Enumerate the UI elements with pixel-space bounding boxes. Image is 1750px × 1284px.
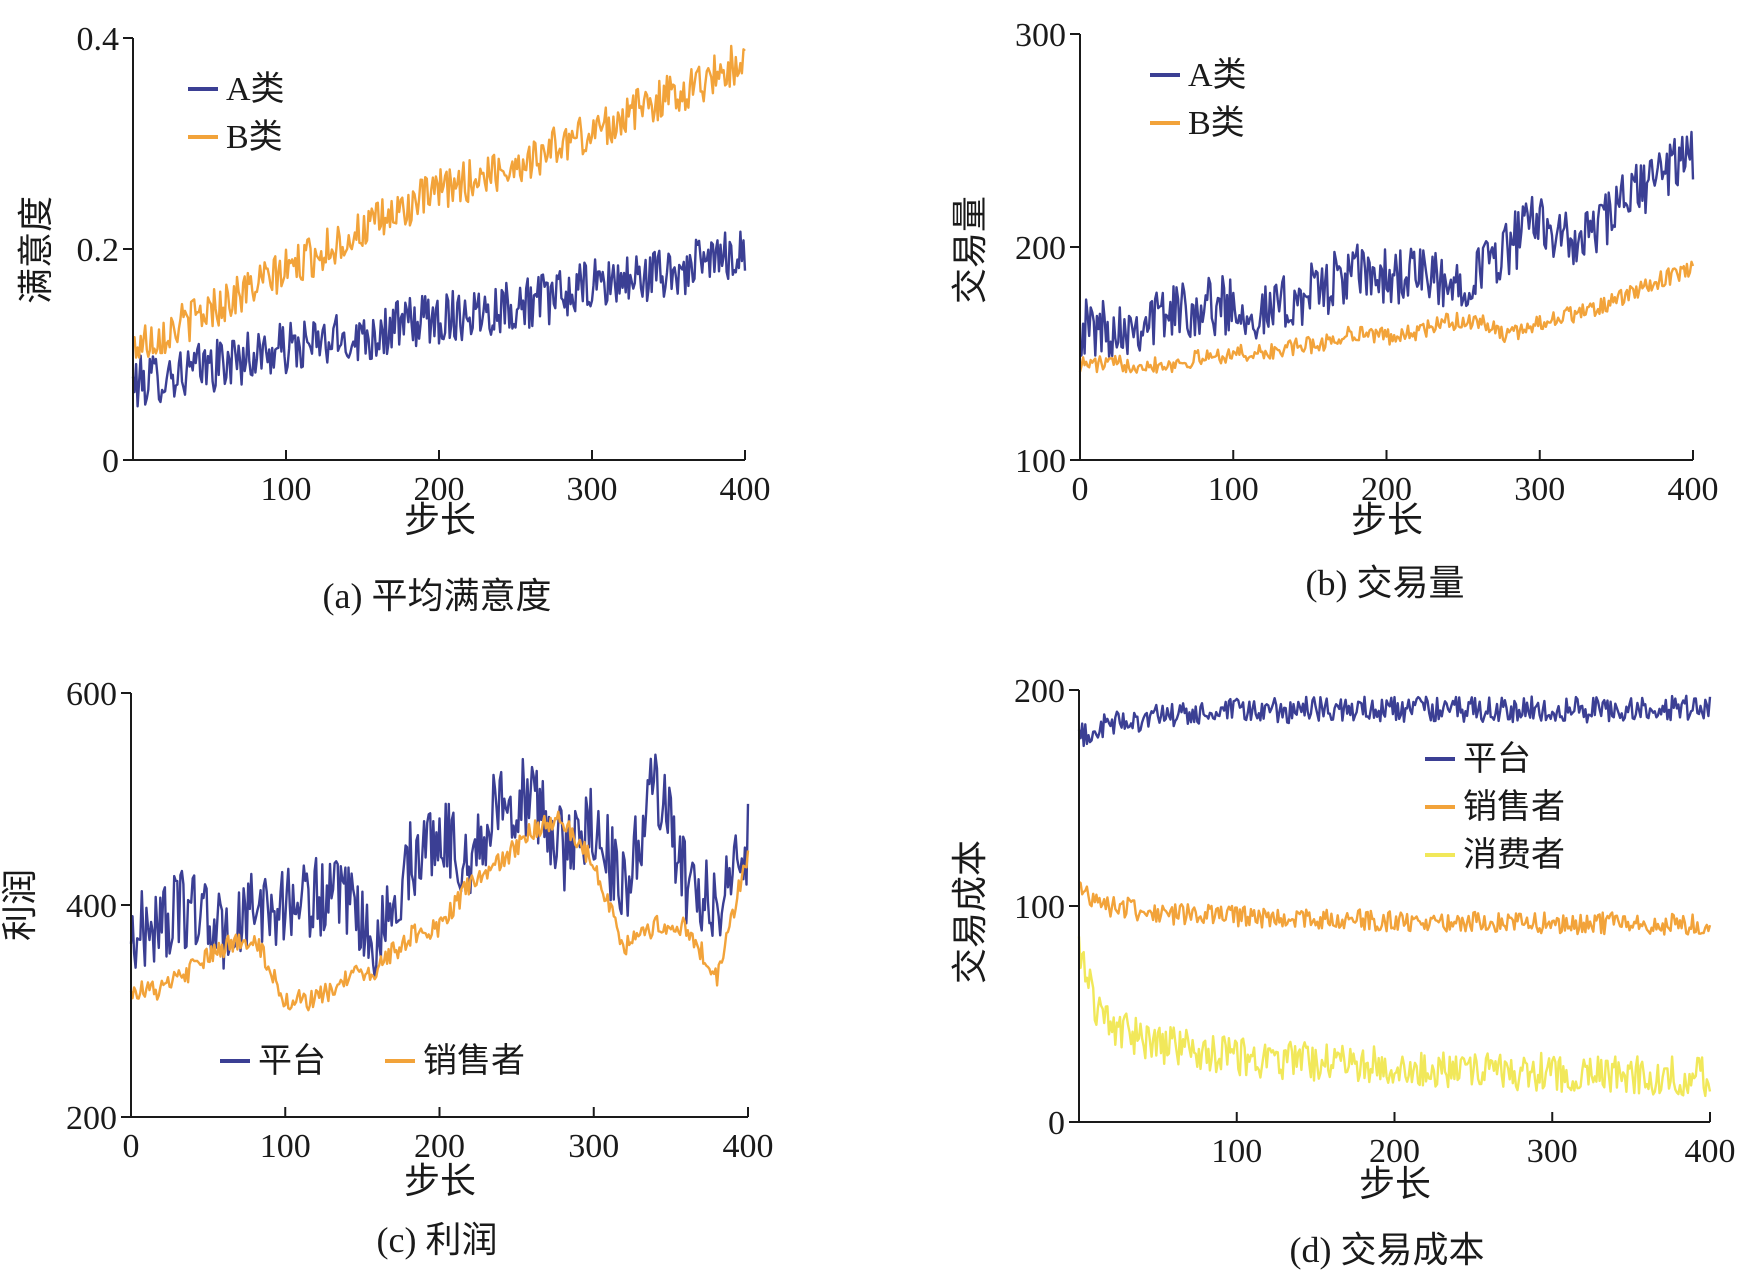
x-axis-label: 步长 bbox=[1351, 500, 1423, 540]
legend-label: 平台 bbox=[1463, 740, 1531, 778]
series-line-c-1 bbox=[129, 753, 750, 979]
x-tick-label: 200 bbox=[1369, 1133, 1420, 1170]
x-tick-label: 300 bbox=[1514, 471, 1565, 508]
x-tick-label: 400 bbox=[723, 1128, 774, 1165]
legend-label: 销售者 bbox=[423, 1042, 525, 1080]
series-line-a-2 bbox=[131, 44, 746, 359]
y-axis-label: 利润 bbox=[0, 869, 40, 941]
y-tick-label: 200 bbox=[1014, 673, 1065, 710]
panel-caption: (d) 交易成本 bbox=[1290, 1230, 1485, 1270]
series-line-d-2 bbox=[1078, 880, 1712, 936]
x-tick-label: 200 bbox=[1361, 471, 1412, 508]
panel-caption: (b) 交易量 bbox=[1306, 563, 1465, 603]
y-axis-label: 交易量 bbox=[950, 196, 990, 304]
x-tick-label: 300 bbox=[568, 1128, 619, 1165]
x-axis-label: 步长 bbox=[404, 500, 476, 540]
series-line-a-1 bbox=[131, 230, 747, 408]
x-tick-label: 400 bbox=[1668, 471, 1719, 508]
legend: A类 B类 bbox=[1150, 56, 1247, 142]
y-tick-label: 100 bbox=[1015, 443, 1066, 480]
series-line-b-2 bbox=[1078, 260, 1695, 374]
legend-label: 销售者 bbox=[1463, 788, 1565, 826]
panel-a: 0 0.2 0.4 100 200 300 400 步长 满意度 (a) 平均满意度 A类 B类 bbox=[16, 21, 771, 616]
series-line-b-1 bbox=[1079, 130, 1695, 358]
x-axis-label: 步长 bbox=[404, 1161, 476, 1201]
x-tick-label: 200 bbox=[414, 1128, 465, 1165]
panel-caption: (a) 平均满意度 bbox=[323, 576, 552, 616]
x-tick-label: 100 bbox=[1208, 471, 1259, 508]
y-tick-label: 200 bbox=[1015, 230, 1066, 267]
legend: A类 B类 bbox=[188, 70, 285, 156]
x-tick-label: 300 bbox=[1527, 1133, 1578, 1170]
y-axis-label: 满意度 bbox=[16, 196, 56, 304]
y-axis-label: 交易成本 bbox=[950, 840, 990, 984]
y-tick-label: 200 bbox=[66, 1100, 117, 1137]
x-tick-label: 100 bbox=[1211, 1133, 1262, 1170]
panel-d: 0 100 200 100 200 300 400 步长 交易成本 (d) 交易成本 平台销售者消费… bbox=[950, 673, 1736, 1270]
x-tick-label: 0 bbox=[1072, 471, 1089, 508]
series-line-d-1 bbox=[1077, 694, 1712, 748]
x-tick-label: 100 bbox=[260, 1128, 311, 1165]
x-tick-label: 300 bbox=[567, 471, 618, 508]
legend-label: B类 bbox=[226, 118, 283, 156]
legend-label: 平台 bbox=[258, 1042, 326, 1080]
y-tick-label: 600 bbox=[66, 676, 117, 713]
legend-label: A类 bbox=[1188, 56, 1247, 94]
legend: 平台 销售者 bbox=[220, 1042, 525, 1080]
series-line-c-2 bbox=[129, 810, 750, 1012]
y-tick-label: 0 bbox=[1048, 1105, 1065, 1142]
y-tick-label: 300 bbox=[1015, 17, 1066, 54]
x-axis-label: 步长 bbox=[1359, 1164, 1431, 1204]
panel-c: 200 400 600 0 100 200 300 400 步长 利润 (c) 利润 平台 销售者 bbox=[0, 676, 774, 1260]
y-tick-label: 100 bbox=[1014, 889, 1065, 926]
x-tick-label: 400 bbox=[1685, 1133, 1736, 1170]
y-tick-label: 400 bbox=[66, 888, 117, 925]
x-tick-label: 200 bbox=[414, 471, 465, 508]
y-tick-label: 0.4 bbox=[77, 21, 120, 58]
legend-label: 消费者 bbox=[1463, 836, 1565, 874]
y-tick-label: 0.2 bbox=[77, 232, 120, 269]
series-line-d-3 bbox=[1077, 936, 1712, 1098]
legend-label: A类 bbox=[226, 70, 285, 108]
legend-label: B类 bbox=[1188, 104, 1245, 142]
y-tick-label: 0 bbox=[102, 443, 119, 480]
panel-caption: (c) 利润 bbox=[377, 1220, 498, 1260]
x-tick-label: 0 bbox=[123, 1128, 140, 1165]
x-tick-label: 100 bbox=[261, 471, 312, 508]
x-tick-label: 400 bbox=[720, 471, 771, 508]
